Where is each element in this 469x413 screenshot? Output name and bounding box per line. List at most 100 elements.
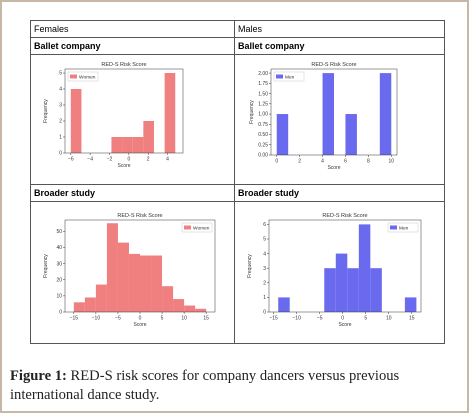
x-tick-label: 5 xyxy=(161,316,164,322)
y-tick-label: 4 xyxy=(263,251,266,257)
x-tick-label: −15 xyxy=(70,316,79,322)
y-tick-label: 0.00 xyxy=(258,153,268,159)
legend-label: Women xyxy=(79,74,96,80)
x-tick-label: −10 xyxy=(292,316,301,322)
y-tick-label: 0 xyxy=(59,151,62,157)
legend-box xyxy=(273,71,305,82)
y-tick-label: 3 xyxy=(263,266,266,272)
chart-title: RED-S Risk Score xyxy=(322,213,367,219)
histogram-bar xyxy=(276,114,289,155)
histogram-bar xyxy=(335,253,348,312)
x-tick-label: 5 xyxy=(364,316,367,322)
y-tick-label: 1.25 xyxy=(258,102,268,108)
chart-broader-male: RED-S Risk Score −15 −10 −5 0 5 10 15 0 1 2 3 4 5 6 Sco… xyxy=(247,213,422,328)
legend-swatch xyxy=(184,225,191,230)
x-tick-label: −4 xyxy=(87,157,93,163)
x-tick-label: 2 xyxy=(147,157,150,163)
histogram-bar xyxy=(95,284,107,312)
x-tick-label: 4 xyxy=(166,157,169,163)
y-tick-label: 0.50 xyxy=(258,132,268,138)
chart-cell-broader-male: RED-S Risk Score −15 −10 −5 0 5 10 15 0 1 2 3 4 5 6 Sco… xyxy=(234,201,445,344)
x-tick-label: −6 xyxy=(68,157,74,163)
histogram-bar xyxy=(106,223,118,312)
histogram-bar xyxy=(128,253,140,312)
chart-title: RED-S Risk Score xyxy=(101,62,146,68)
chart-title: RED-S Risk Score xyxy=(311,62,356,68)
histogram-bar xyxy=(151,255,163,312)
x-tick-label: 0 xyxy=(341,316,344,322)
legend-label: Women xyxy=(193,225,210,231)
y-tick-label: 0 xyxy=(59,310,62,316)
subheader-broader-females: Broader study xyxy=(30,184,235,202)
chart-title: RED-S Risk Score xyxy=(117,213,162,219)
histogram-bar xyxy=(404,297,417,312)
x-tick-label: 0 xyxy=(127,157,130,163)
chart-cell-broader-female: RED-S Risk Score −15 −10 −5 0 5 10 15 0 10 20 30 40 5… xyxy=(30,201,235,344)
x-tick-label: 4 xyxy=(321,159,324,165)
x-tick-label: 0 xyxy=(139,316,142,322)
y-tick-label: 1.00 xyxy=(258,112,268,118)
y-tick-label: 0.75 xyxy=(258,122,268,128)
x-tick-label: 10 xyxy=(386,316,392,322)
plot-frame xyxy=(64,68,184,154)
y-tick-label: 40 xyxy=(56,245,62,251)
y-axis-label: Frequency xyxy=(43,254,49,278)
histogram-bar xyxy=(322,73,334,155)
x-tick-label: 0 xyxy=(275,159,278,165)
x-axis-label: Score xyxy=(133,322,146,328)
histogram-bar xyxy=(173,299,185,312)
chart-broader-female: RED-S Risk Score −15 −10 −5 0 5 10 15 0 10 20 30 40 5… xyxy=(43,213,216,328)
x-tick-label: 6 xyxy=(344,159,347,165)
y-tick-label: 0.25 xyxy=(258,142,268,148)
y-tick-label: 2.00 xyxy=(258,71,268,77)
y-tick-label: 2 xyxy=(59,119,62,125)
x-tick-label: −10 xyxy=(92,316,101,322)
plot-frame xyxy=(268,219,422,313)
histogram-bar xyxy=(70,89,82,153)
histogram-bar xyxy=(73,302,85,312)
x-tick-label: −5 xyxy=(317,316,323,322)
x-tick-label: 8 xyxy=(367,159,370,165)
y-tick-label: 2 xyxy=(263,280,266,286)
subheader-ballet-males: Ballet company xyxy=(234,37,445,55)
chart-cell-ballet-male: RED-S Risk Score 0 2 4 6 8 10 0.00 0.25 0.50 0.75 1… xyxy=(234,54,445,185)
histogram-bar xyxy=(347,268,359,312)
legend-box xyxy=(181,222,213,233)
histogram-bar xyxy=(184,305,196,312)
x-axis-label: Score xyxy=(117,163,130,169)
x-tick-label: 10 xyxy=(388,159,394,165)
y-tick-label: 1 xyxy=(263,295,266,301)
histogram-bar xyxy=(278,297,290,312)
x-axis-label: Score xyxy=(338,322,351,328)
histogram-bar xyxy=(345,114,357,155)
y-tick-label: 10 xyxy=(56,294,62,300)
histogram-bar xyxy=(122,137,133,153)
y-tick-label: 5 xyxy=(263,237,266,243)
histogram-bar xyxy=(164,73,176,153)
y-tick-label: 1.50 xyxy=(258,91,268,97)
y-tick-label: 4 xyxy=(59,87,62,93)
legend-label: Men xyxy=(399,225,409,231)
y-tick-label: 0 xyxy=(263,310,266,316)
y-tick-label: 6 xyxy=(263,222,266,228)
caption-label: Figure 1: xyxy=(10,368,67,384)
chart-ballet-female: RED-S Risk Score −6 −4 −2 0 2 4 0 1 2 3 4 5 Score Freq… xyxy=(43,62,184,169)
y-tick-label: 1 xyxy=(59,135,62,141)
chart-ballet-male: RED-S Risk Score 0 2 4 6 8 10 0.00 0.25 0.50 0.75 1… xyxy=(249,62,398,171)
subheader-ballet-females: Ballet company xyxy=(30,37,235,55)
y-tick-label: 30 xyxy=(56,261,62,267)
figure-table: Females Males Ballet company Ballet comp… xyxy=(30,20,445,344)
x-axis-label: Score xyxy=(327,165,340,171)
y-tick-label: 20 xyxy=(56,277,62,283)
histogram-bar xyxy=(143,121,154,153)
y-axis-label: Frequency xyxy=(43,99,49,123)
histogram-bar xyxy=(132,137,144,153)
x-tick-label: 10 xyxy=(181,316,187,322)
x-tick-label: 15 xyxy=(203,316,209,322)
histogram-bar xyxy=(117,242,129,312)
legend-swatch xyxy=(390,225,397,230)
legend-swatch xyxy=(276,74,283,79)
histogram-bar xyxy=(379,73,392,155)
legend-box xyxy=(67,71,99,82)
histogram-bar xyxy=(111,137,123,153)
